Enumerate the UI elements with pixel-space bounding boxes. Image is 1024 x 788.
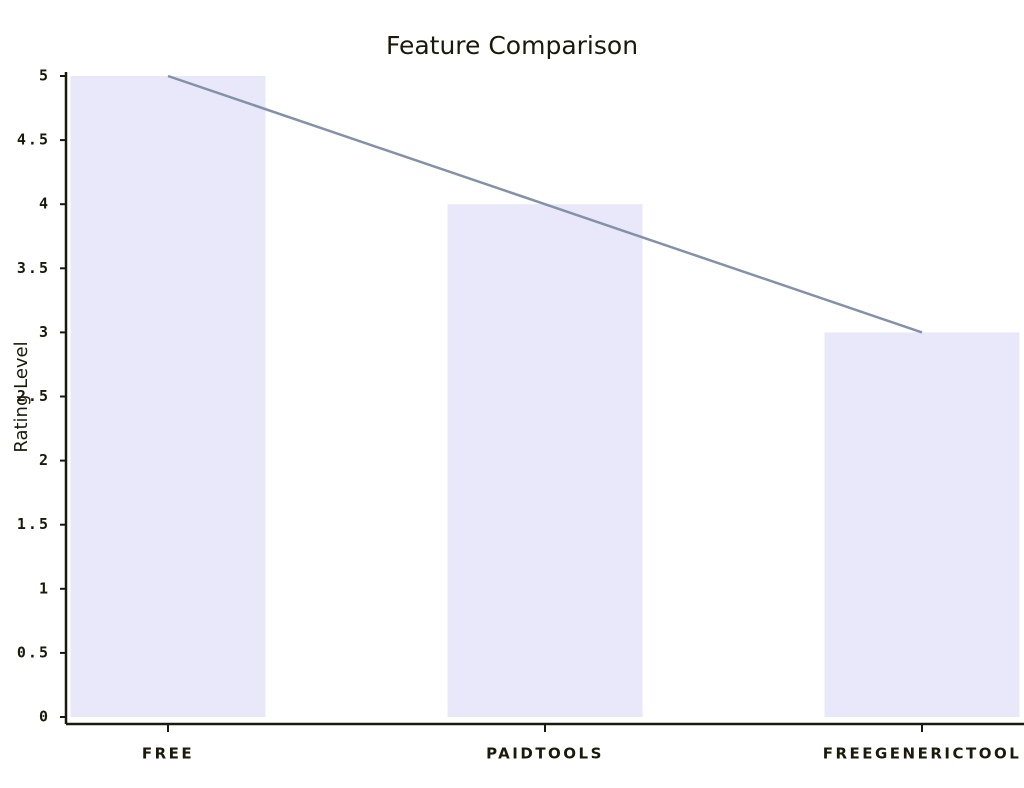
chart-title: Feature Comparison xyxy=(386,31,638,60)
y-tick-label: 2 xyxy=(39,451,50,469)
x-tick-label: FREEGENERICTOOL xyxy=(823,745,1022,763)
y-tick-label: 1 xyxy=(39,579,50,597)
x-tick-label: PAIDTOOLS xyxy=(486,745,604,763)
y-tick-label: 3.5 xyxy=(17,259,50,277)
line xyxy=(167,74,923,334)
y-tick-label: 3 xyxy=(39,323,50,341)
y-tick-label: 0 xyxy=(39,708,50,726)
y-tick-label: 2.5 xyxy=(17,387,50,405)
bar xyxy=(70,76,266,717)
y-tick-label: 4.5 xyxy=(17,131,50,149)
x-tick-label: FREE xyxy=(142,745,194,763)
bar xyxy=(824,332,1020,717)
y-tick-label: 4 xyxy=(39,195,50,213)
y-tick-label: 5 xyxy=(39,67,50,85)
y-tick-label: 1.5 xyxy=(17,515,50,533)
bar xyxy=(447,204,643,717)
y-tick-label: 0.5 xyxy=(17,643,50,661)
y-axis-label: Rating Level xyxy=(11,341,32,452)
